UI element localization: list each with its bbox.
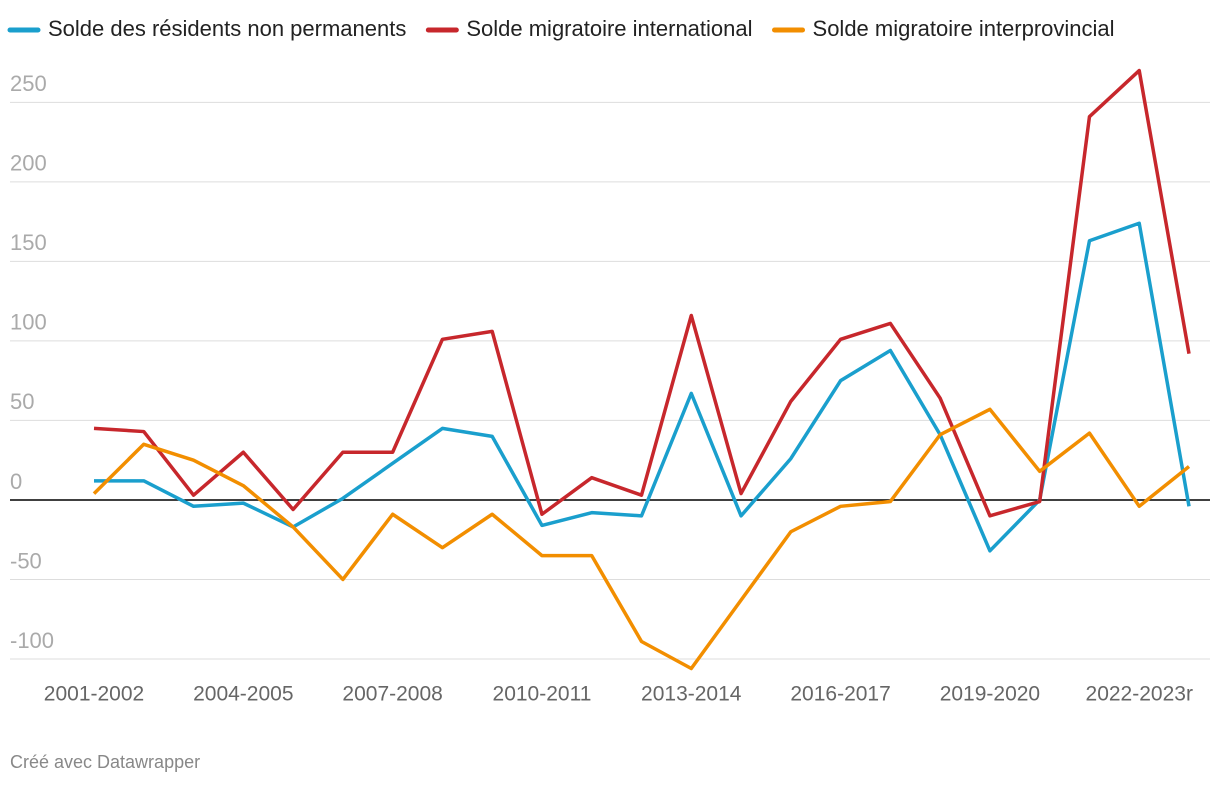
x-tick-label: 2004-2005 — [193, 683, 293, 706]
y-tick-label: -50 — [10, 548, 42, 573]
x-tick-label: 2013-2014 — [641, 683, 742, 706]
series-line — [94, 221, 1191, 553]
y-tick-label: 100 — [10, 310, 47, 335]
series-line — [92, 407, 1191, 671]
x-tick-label: 2007-2008 — [342, 683, 442, 706]
x-tick-label: 2016-2017 — [790, 683, 890, 706]
y-tick-label: 0 — [10, 469, 22, 494]
x-tick-label: 2001-2002 — [44, 683, 144, 706]
x-tick-label: 2019-2020 — [940, 683, 1040, 706]
x-tick-label: 2010-2011 — [493, 683, 592, 706]
footer: Créé avec Datawrapper — [10, 752, 200, 772]
y-tick-label: -100 — [10, 628, 54, 653]
y-tick-label: 250 — [10, 71, 47, 96]
legend-label: Solde migratoire interprovincial — [813, 16, 1115, 41]
legend-label: Solde migratoire international — [466, 16, 752, 41]
x-tick-label: 2022-2023r — [1086, 683, 1193, 706]
y-tick-label: 50 — [10, 389, 34, 414]
legend-label: Solde des résidents non permanents — [48, 16, 406, 41]
series-line — [93, 68, 1191, 518]
y-tick-label: 150 — [10, 230, 47, 255]
y-tick-label: 200 — [10, 151, 47, 176]
